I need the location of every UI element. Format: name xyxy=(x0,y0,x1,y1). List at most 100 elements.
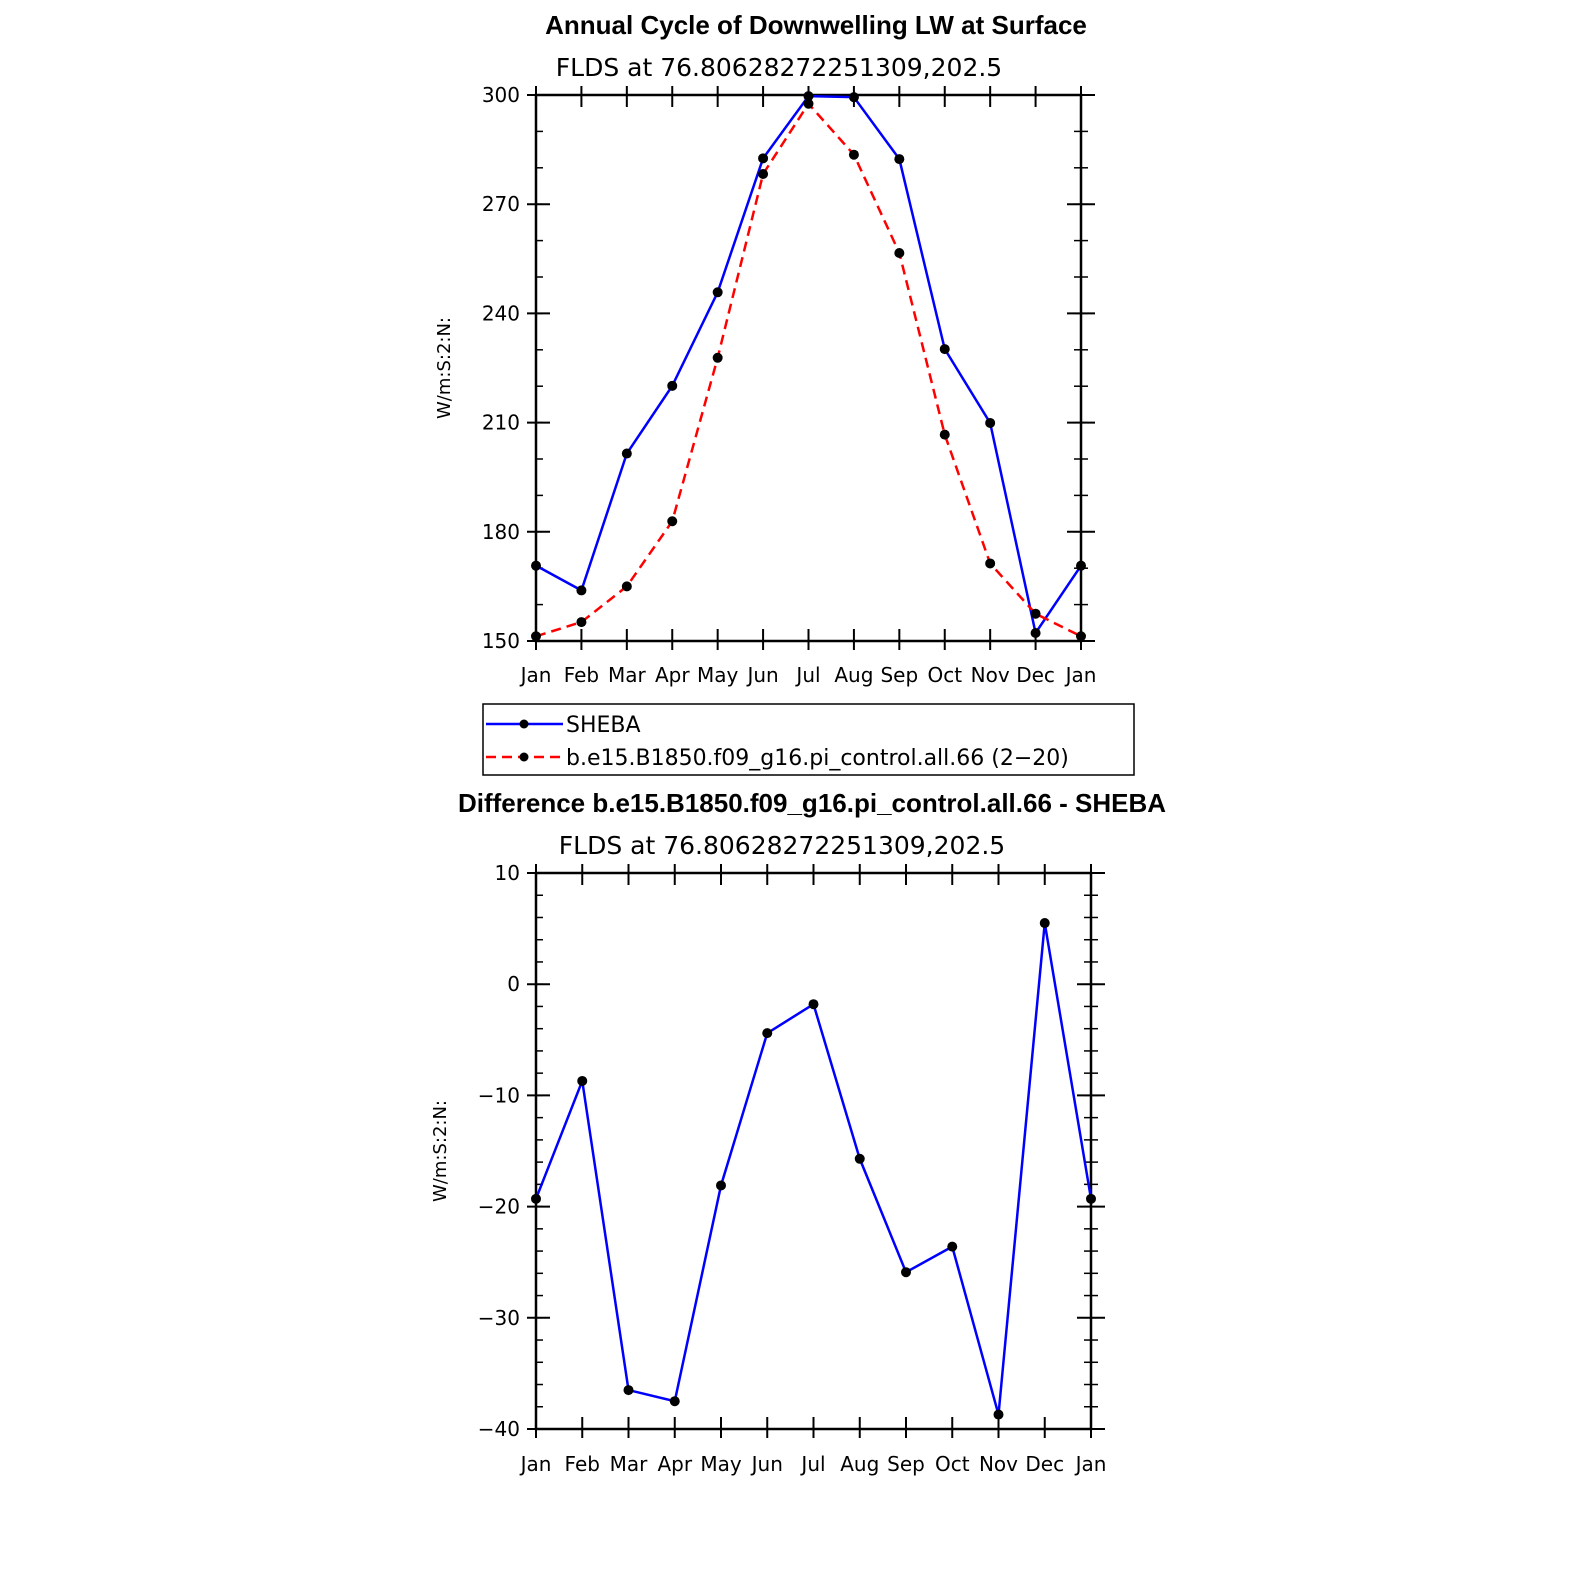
plot-frame xyxy=(534,93,1083,643)
series-line-0 xyxy=(534,922,1093,1415)
data-point xyxy=(939,429,950,440)
y-tick-label: 240 xyxy=(482,301,520,325)
x-tick-label: Mar xyxy=(610,1452,649,1476)
axis-ticks: Jan Feb Mar Apr May Jun Jul Aug Sep Oct Nov Dec Jan −… xyxy=(478,861,1107,1476)
x-tick-label: Dec xyxy=(1016,663,1055,687)
x-tick-label: Jan xyxy=(1074,1452,1107,1476)
data-point xyxy=(712,352,723,363)
data-point xyxy=(531,560,541,571)
y-axis-label: W/m:S:2:N: xyxy=(430,1100,451,1202)
axis-ticks: Jan Feb Mar Apr May Jun Jul Aug Sep Oct Nov Dec Jan 1… xyxy=(482,83,1097,687)
data-point xyxy=(531,631,541,642)
chart-annual-cycle: Annual Cycle of Downwelling LW at Surfac… xyxy=(434,10,1135,776)
x-tick-label: Apr xyxy=(655,663,690,687)
data-point xyxy=(621,581,632,592)
x-tick-label: May xyxy=(700,1452,742,1476)
data-point xyxy=(762,1028,773,1039)
plot-frame xyxy=(534,871,1093,1431)
x-tick-label: Aug xyxy=(834,663,873,687)
data-point xyxy=(1086,1193,1096,1204)
data-point xyxy=(1076,560,1086,571)
x-tick-label: Feb xyxy=(565,1452,600,1476)
chart-difference: Difference b.e15.B1850.f09_g16.pi_contro… xyxy=(430,788,1166,1476)
y-tick-label: 150 xyxy=(482,629,520,653)
data-point xyxy=(716,1180,726,1191)
legend-marker-model xyxy=(519,752,529,762)
y-tick-label: −20 xyxy=(478,1195,520,1219)
data-point xyxy=(712,287,723,298)
x-tick-label: Jan xyxy=(519,1452,552,1476)
chart-subtitle: FLDS at 76.80628272251309,202.5 xyxy=(559,831,1005,860)
x-tick-label: Apr xyxy=(657,1452,692,1476)
data-point xyxy=(1076,631,1086,642)
data-point xyxy=(947,1241,958,1252)
data-point xyxy=(993,1409,1004,1420)
data-point xyxy=(621,448,632,459)
x-tick-label: Jun xyxy=(750,1452,783,1476)
data-point xyxy=(758,153,769,164)
chart-title: Difference b.e15.B1850.f09_g16.pi_contro… xyxy=(458,788,1166,818)
x-tick-label: Jul xyxy=(794,663,820,687)
y-tick-label: 270 xyxy=(482,192,520,216)
y-tick-label: 180 xyxy=(482,520,520,544)
y-tick-label: 210 xyxy=(482,411,520,435)
y-tick-label: −30 xyxy=(478,1306,520,1330)
series-line-1 xyxy=(535,101,1082,638)
x-tick-label: Jan xyxy=(1064,663,1097,687)
data-point xyxy=(848,92,859,103)
series-layer xyxy=(531,91,1086,642)
data-point xyxy=(985,558,996,569)
x-tick-label: Jun xyxy=(745,663,778,687)
data-point xyxy=(1030,608,1041,619)
data-point xyxy=(901,1267,911,1278)
legend-box xyxy=(482,703,1135,776)
series-layer xyxy=(531,918,1096,1420)
x-tick-label: Dec xyxy=(1025,1452,1064,1476)
data-point xyxy=(576,585,587,596)
data-point xyxy=(1030,627,1041,638)
data-point xyxy=(576,617,587,628)
x-tick-label: Oct xyxy=(935,1452,970,1476)
y-axis-label: W/m:S:2:N: xyxy=(434,317,455,419)
data-point xyxy=(1039,918,1050,929)
x-tick-label: Jan xyxy=(519,663,552,687)
data-point xyxy=(669,1396,680,1407)
data-point xyxy=(803,98,814,109)
x-tick-label: Sep xyxy=(887,1452,925,1476)
data-point xyxy=(577,1075,588,1086)
data-point xyxy=(667,516,678,527)
data-point xyxy=(667,380,678,391)
x-tick-label: Feb xyxy=(564,663,599,687)
data-point xyxy=(623,1385,634,1396)
data-point xyxy=(854,1153,865,1164)
legend-label-model: b.e15.B1850.f09_g16.pi_control.all.66 (2… xyxy=(566,746,1069,771)
x-tick-label: Sep xyxy=(880,663,918,687)
data-point xyxy=(808,999,819,1010)
x-tick-label: Nov xyxy=(979,1452,1018,1476)
x-tick-label: Jul xyxy=(799,1452,825,1476)
chart-subtitle: FLDS at 76.80628272251309,202.5 xyxy=(556,53,1002,82)
legend-marker-sheba xyxy=(519,719,529,729)
data-point xyxy=(894,154,905,165)
chart-title: Annual Cycle of Downwelling LW at Surfac… xyxy=(545,10,1087,40)
legend-label-sheba: SHEBA xyxy=(566,713,641,738)
x-tick-label: Oct xyxy=(927,663,962,687)
data-point xyxy=(531,1193,541,1204)
y-tick-label: 0 xyxy=(507,972,520,996)
x-tick-label: Aug xyxy=(840,1452,879,1476)
data-point xyxy=(894,247,905,258)
data-point xyxy=(758,168,769,179)
data-point xyxy=(939,344,950,355)
data-point xyxy=(803,91,814,102)
x-tick-label: Mar xyxy=(608,663,647,687)
legend: SHEBA b.e15.B1850.f09_g16.pi_control.all… xyxy=(482,703,1135,776)
series-line-0 xyxy=(535,94,1083,637)
y-tick-label: −10 xyxy=(478,1083,520,1107)
data-point xyxy=(985,417,996,428)
x-tick-label: May xyxy=(697,663,739,687)
x-tick-label: Nov xyxy=(971,663,1010,687)
data-point xyxy=(848,149,859,160)
y-tick-label: −40 xyxy=(478,1417,520,1441)
y-tick-label: 300 xyxy=(482,83,520,107)
